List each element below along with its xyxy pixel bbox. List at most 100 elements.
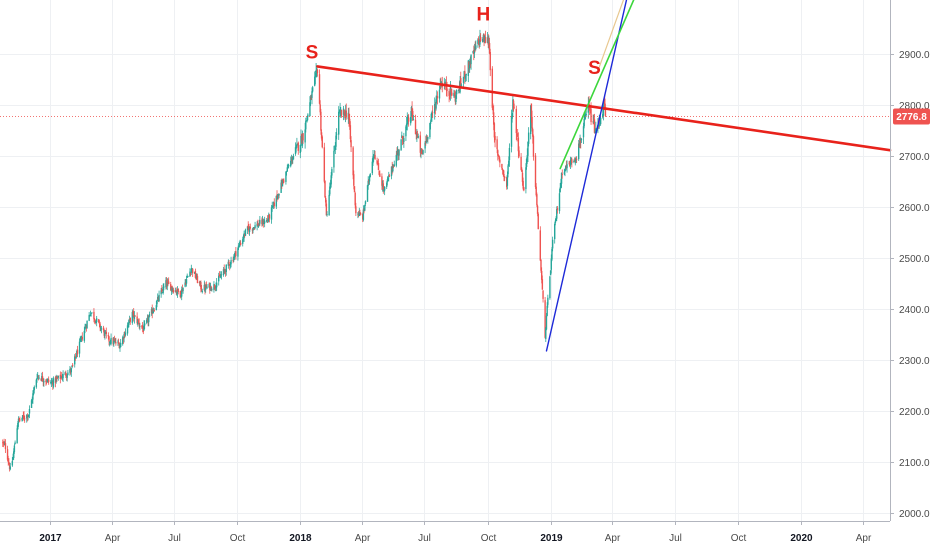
candle-body xyxy=(546,306,548,316)
candle-body xyxy=(530,103,533,118)
candle xyxy=(542,289,544,303)
candle xyxy=(551,247,553,262)
candle-body xyxy=(460,78,462,85)
candle-body xyxy=(411,107,413,113)
candle-body xyxy=(358,212,360,217)
candle-body xyxy=(587,103,590,113)
x-tick-label: 2017 xyxy=(39,533,62,544)
candle-body xyxy=(218,275,220,282)
candle-body xyxy=(71,364,74,366)
trend-line-channel-upper xyxy=(559,0,635,170)
candle xyxy=(143,320,146,330)
candle-body xyxy=(210,286,212,291)
candle-body xyxy=(23,415,25,419)
candle xyxy=(196,273,199,284)
candle-body xyxy=(501,163,503,169)
candle-body xyxy=(266,219,268,222)
candle-body xyxy=(569,159,572,166)
candle xyxy=(62,370,64,382)
candle xyxy=(582,122,585,145)
candle-body xyxy=(98,319,100,323)
y-tick-label: 2600.0 xyxy=(899,203,930,214)
candle-body xyxy=(45,381,48,383)
candle-body xyxy=(424,142,426,149)
candle-body xyxy=(215,282,218,288)
candle-body xyxy=(205,284,208,288)
candle xyxy=(171,285,173,292)
candle-body xyxy=(6,449,9,460)
candle xyxy=(386,176,389,186)
candle-body xyxy=(517,137,520,152)
candle xyxy=(148,315,150,327)
candle xyxy=(57,375,59,381)
candle-body xyxy=(420,149,423,155)
candle xyxy=(28,414,30,418)
candle-body xyxy=(37,375,40,377)
candle-body xyxy=(434,104,436,114)
candle-body xyxy=(453,93,455,97)
candle-body xyxy=(479,36,482,41)
candle xyxy=(587,97,590,119)
candle-body xyxy=(545,328,547,339)
candle-body xyxy=(573,160,575,162)
candle-body xyxy=(55,378,57,382)
candle xyxy=(407,113,410,127)
candle xyxy=(349,121,352,143)
candle-body xyxy=(263,223,265,224)
candle xyxy=(99,322,101,332)
candle-body xyxy=(229,264,232,266)
candle xyxy=(23,415,26,423)
candles xyxy=(2,29,607,472)
candle xyxy=(335,128,338,140)
candle-body xyxy=(277,195,280,197)
candle xyxy=(417,133,419,139)
candle xyxy=(451,88,453,96)
candle-body xyxy=(232,259,234,262)
candle xyxy=(499,157,501,168)
candle-body xyxy=(136,316,138,324)
candle-body xyxy=(323,147,326,182)
candle-body xyxy=(81,336,83,340)
candle xyxy=(352,146,354,180)
candle xyxy=(139,322,141,331)
candle xyxy=(547,294,549,308)
candle-body xyxy=(415,132,417,134)
candle xyxy=(220,271,223,280)
candle-body xyxy=(184,282,186,287)
candle-body xyxy=(220,275,222,278)
candle xyxy=(280,179,282,193)
candle xyxy=(75,356,77,359)
candle-body xyxy=(492,112,495,125)
candle-body xyxy=(349,125,352,140)
candle xyxy=(268,213,271,223)
candle xyxy=(254,221,256,230)
candle-body xyxy=(590,108,592,122)
candle-body xyxy=(527,141,529,156)
candle-body xyxy=(340,110,343,116)
candle-body xyxy=(3,442,5,444)
candle xyxy=(549,275,551,300)
candle-body xyxy=(376,160,378,164)
candle-body xyxy=(108,336,110,342)
candle xyxy=(571,157,573,168)
candle xyxy=(194,268,197,279)
candle-body xyxy=(175,290,177,293)
candle-body xyxy=(580,141,582,142)
candle-body xyxy=(493,123,496,138)
candle xyxy=(67,369,69,376)
candle-body xyxy=(338,111,340,135)
candle xyxy=(233,252,236,261)
candle-body xyxy=(19,419,21,421)
candle xyxy=(412,115,415,121)
candle-body xyxy=(503,174,505,177)
candle-body xyxy=(422,150,424,154)
candle-body xyxy=(464,71,466,80)
candle-body xyxy=(109,341,111,343)
candle xyxy=(88,312,90,322)
candle-body xyxy=(185,278,188,284)
x-tick-label: Oct xyxy=(230,533,246,544)
candle-body xyxy=(537,213,539,230)
candle xyxy=(556,206,559,214)
candle-body xyxy=(98,321,101,323)
candle xyxy=(537,212,539,230)
